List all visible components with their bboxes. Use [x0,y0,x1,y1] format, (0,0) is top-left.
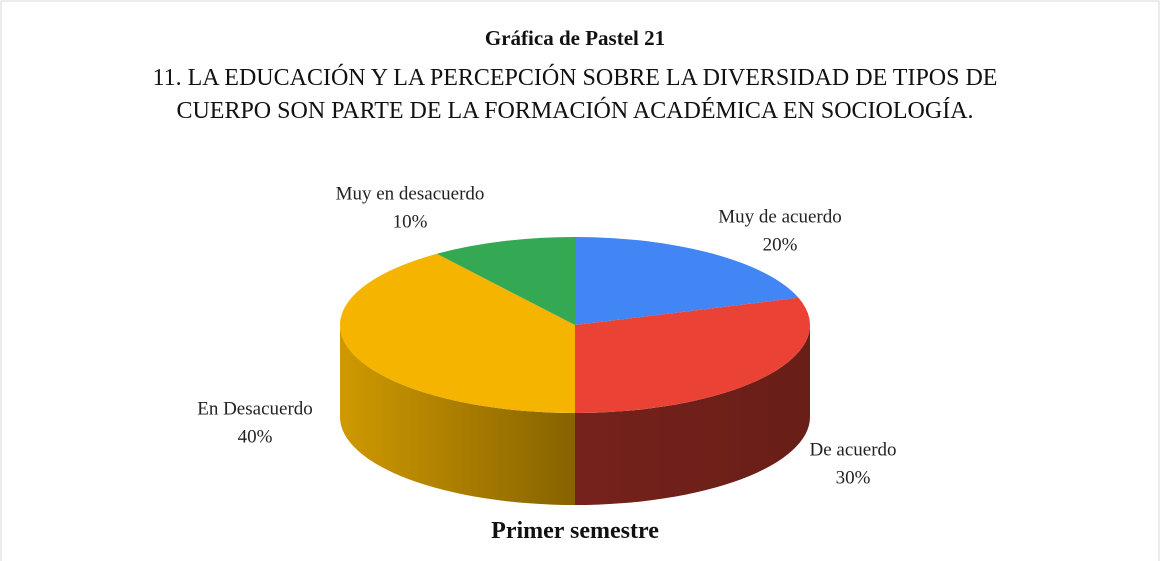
slice-value-label: 40% [238,426,273,447]
pie-slice [339,253,575,413]
pie-slice-side [340,325,575,505]
slice-label: Muy de acuerdo [718,206,841,227]
slice-label: Muy en desacuerdo [336,183,485,204]
slice-value-label: 10% [393,211,428,232]
slice-value-label: 20% [763,234,798,255]
x-axis-label: Primer semestre [491,518,659,544]
slice-value-label: 30% [836,467,871,488]
pie-slice [575,237,799,325]
pie-slice [436,237,575,325]
slice-label: De acuerdo [809,439,896,460]
pie-slice [575,297,810,413]
chart-subtitle: 11. LA EDUCACIÓN Y LA PERCEPCIÓN SOBRE L… [152,65,998,124]
chart-title: Gráfica de Pastel 21 [484,26,666,50]
pie-slice-side [575,325,810,505]
slice-label: En Desacuerdo [197,398,313,419]
